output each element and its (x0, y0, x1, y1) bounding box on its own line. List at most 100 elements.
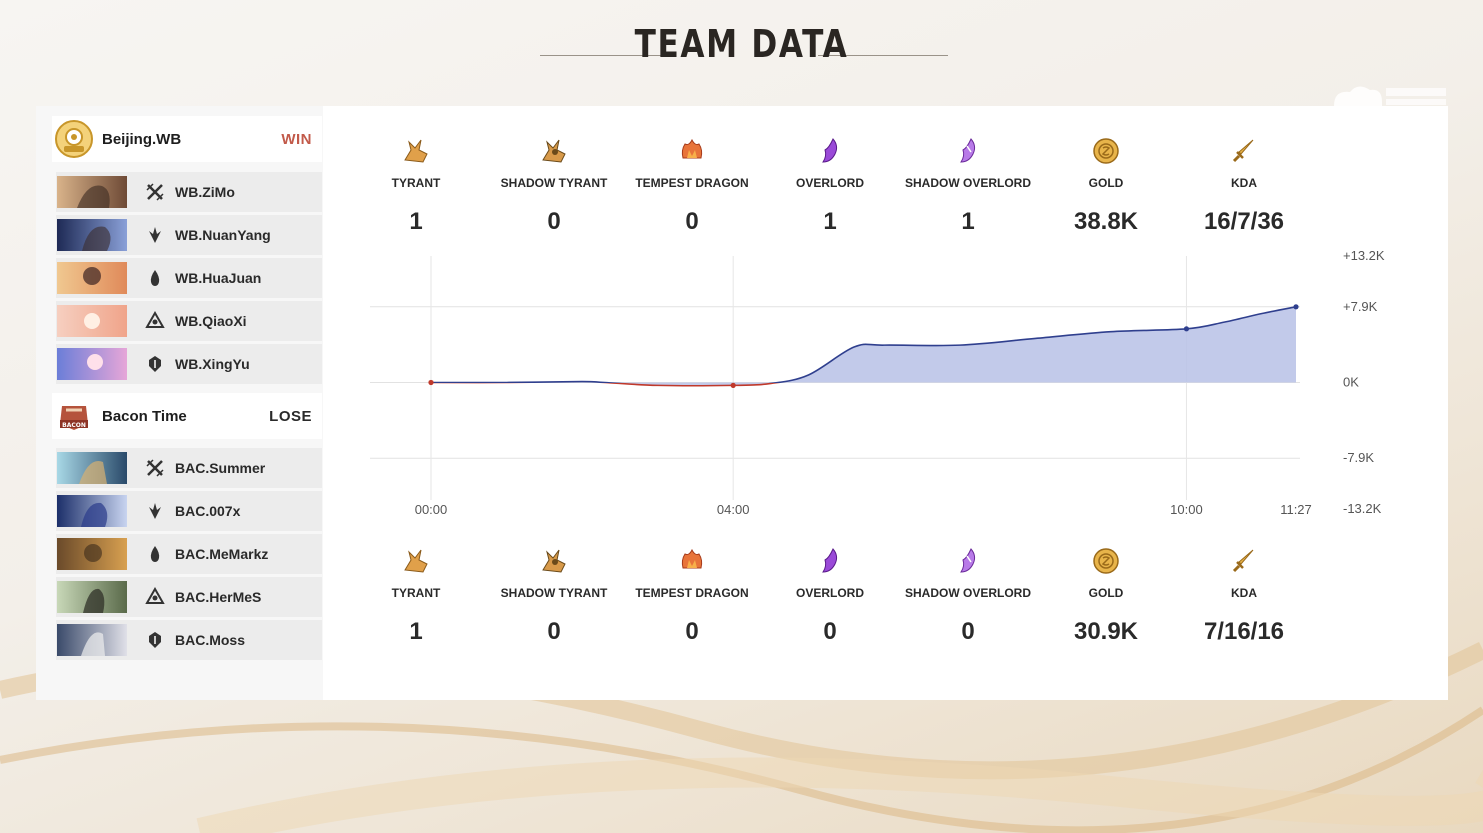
stat-value: 38.8K (1073, 208, 1139, 235)
kda-sword-icon (1232, 549, 1254, 573)
team-header-1[interactable]: Beijing.WB WIN (52, 116, 322, 162)
data-point-marker (428, 379, 434, 386)
hero-avatar (57, 538, 127, 570)
kda-sword-icon (1232, 139, 1254, 163)
stat-value: 1 (823, 208, 837, 235)
data-point-marker (1183, 326, 1190, 332)
jungle-icon (149, 503, 161, 519)
player-name: WB.HuaJuan (175, 270, 262, 286)
stat-tyrant: TYRANT 1 (346, 546, 486, 646)
player-name: BAC.MeMarkz (175, 546, 269, 562)
svg-text:BACON: BACON (62, 422, 86, 429)
stat-kda: KDA 7/16/16 (1174, 546, 1314, 646)
roam-icon (149, 632, 161, 648)
stat-label: OVERLORD (795, 176, 864, 190)
stat-label: TYRANT (391, 176, 441, 190)
player-name: BAC.007x (175, 503, 241, 519)
stat-gold: GOLD 38.8K (1036, 136, 1176, 236)
player-row[interactable]: WB.QiaoXi (56, 301, 322, 341)
stat-shadow-overlord: SHADOW OVERLORD 0 (898, 546, 1038, 646)
overlord-icon (822, 548, 838, 573)
title-divider-right (818, 55, 948, 56)
stat-label: GOLD (1088, 176, 1124, 190)
stat-label: GOLD (1088, 586, 1124, 600)
shadow-overlord-icon (960, 138, 976, 163)
player-row[interactable]: WB.NuanYang (56, 215, 322, 255)
player-row[interactable]: BAC.Summer (56, 448, 322, 488)
gold-icon (1093, 138, 1119, 164)
hero-avatar (57, 305, 127, 337)
stat-value: 1 (409, 208, 423, 235)
player-row[interactable]: BAC.Moss (56, 620, 322, 660)
stat-value: 0 (823, 618, 837, 645)
page-title: TEAM DATA (634, 22, 849, 66)
team-name: Bacon Time (102, 407, 187, 425)
hero-avatar (57, 262, 127, 294)
x-tick-label: 04:00 (717, 502, 750, 517)
hero-avatar (57, 581, 127, 613)
stat-shadow-overlord: SHADOW OVERLORD 1 (898, 136, 1038, 236)
stat-label: SHADOW TYRANT (500, 586, 608, 600)
gold-lead-area (431, 306, 1296, 386)
stat-value: 30.9K (1073, 618, 1139, 645)
player-name: WB.QiaoXi (175, 313, 247, 329)
stat-value: 1 (961, 208, 975, 235)
stat-tempest-dragon: TEMPEST DRAGON 0 (622, 546, 762, 646)
title-divider-left (540, 55, 670, 56)
bacon-time-logo-icon: BACON (60, 406, 88, 430)
y-tick-label: 0K (1343, 375, 1359, 390)
hero-avatar (57, 176, 127, 208)
jungle-icon (149, 227, 161, 243)
stat-value: 0 (961, 618, 975, 645)
roam-icon (149, 356, 161, 372)
team-header-2[interactable]: BACON Bacon Time LOSE (52, 393, 322, 439)
gold-icon (1093, 548, 1119, 574)
stat-value: 0 (685, 618, 699, 645)
player-name: BAC.Summer (175, 460, 266, 476)
stat-tempest-dragon: TEMPEST DRAGON 0 (622, 136, 762, 236)
stat-overlord: OVERLORD 0 (760, 546, 900, 646)
tyrant-icon (404, 549, 428, 573)
overlord-icon (822, 138, 838, 163)
stat-label: KDA (1231, 586, 1257, 600)
stat-value: 16/7/36 (1203, 208, 1285, 235)
data-point-marker (1293, 304, 1299, 310)
x-tick-label: 00:00 (415, 502, 448, 517)
shadow-tyrant-icon (542, 139, 566, 163)
tempest-dragon-icon (681, 548, 703, 569)
stat-overlord: OVERLORD 1 (760, 136, 900, 236)
broadcast-watermark-icon (1334, 86, 1446, 106)
hero-avatar (57, 624, 127, 656)
stat-label: KDA (1231, 176, 1257, 190)
x-tick-label: 10:00 (1170, 502, 1203, 517)
hero-avatar (57, 348, 127, 380)
player-row[interactable]: WB.ZiMo (56, 172, 322, 212)
player-row[interactable]: WB.HuaJuan (56, 258, 322, 298)
stat-label: OVERLORD (795, 586, 864, 600)
gold-difference-chart: +13.2K +7.9K 0K -7.9K -13.2K 00:00 04:00 10:00 1… (370, 250, 1385, 517)
x-tick-label: 11:27 (1280, 502, 1312, 517)
rosters-sidebar: Beijing.WB WIN WB.ZiMo WB.NuanYang WB.Hu… (36, 106, 323, 700)
mid-lane-icon (150, 270, 160, 286)
player-row[interactable]: BAC.HerMeS (56, 577, 322, 617)
stat-label: TEMPEST DRAGON (635, 176, 749, 190)
player-row[interactable]: BAC.MeMarkz (56, 534, 322, 574)
team-data-panel: Beijing.WB WIN WB.ZiMo WB.NuanYang WB.Hu… (36, 106, 1448, 700)
stat-label: SHADOW OVERLORD (905, 176, 1031, 190)
farm-lane-icon (145, 311, 165, 328)
data-point-marker (730, 382, 736, 388)
hero-avatar (57, 495, 127, 527)
player-row[interactable]: BAC.007x (56, 491, 322, 531)
hero-avatar (57, 452, 127, 484)
stat-shadow-tyrant: SHADOW TYRANT 0 (484, 136, 624, 236)
stat-value: 1 (409, 618, 423, 645)
player-row[interactable]: WB.XingYu (56, 344, 322, 384)
y-tick-label: +7.9K (1343, 299, 1378, 314)
player-name: WB.ZiMo (175, 184, 235, 200)
team-result-badge: LOSE (269, 407, 312, 425)
shadow-tyrant-icon (542, 549, 566, 573)
farm-lane-icon (145, 587, 165, 604)
shadow-overlord-icon (960, 548, 976, 573)
stat-value: 0 (685, 208, 699, 235)
stat-shadow-tyrant: SHADOW TYRANT 0 (484, 546, 624, 646)
